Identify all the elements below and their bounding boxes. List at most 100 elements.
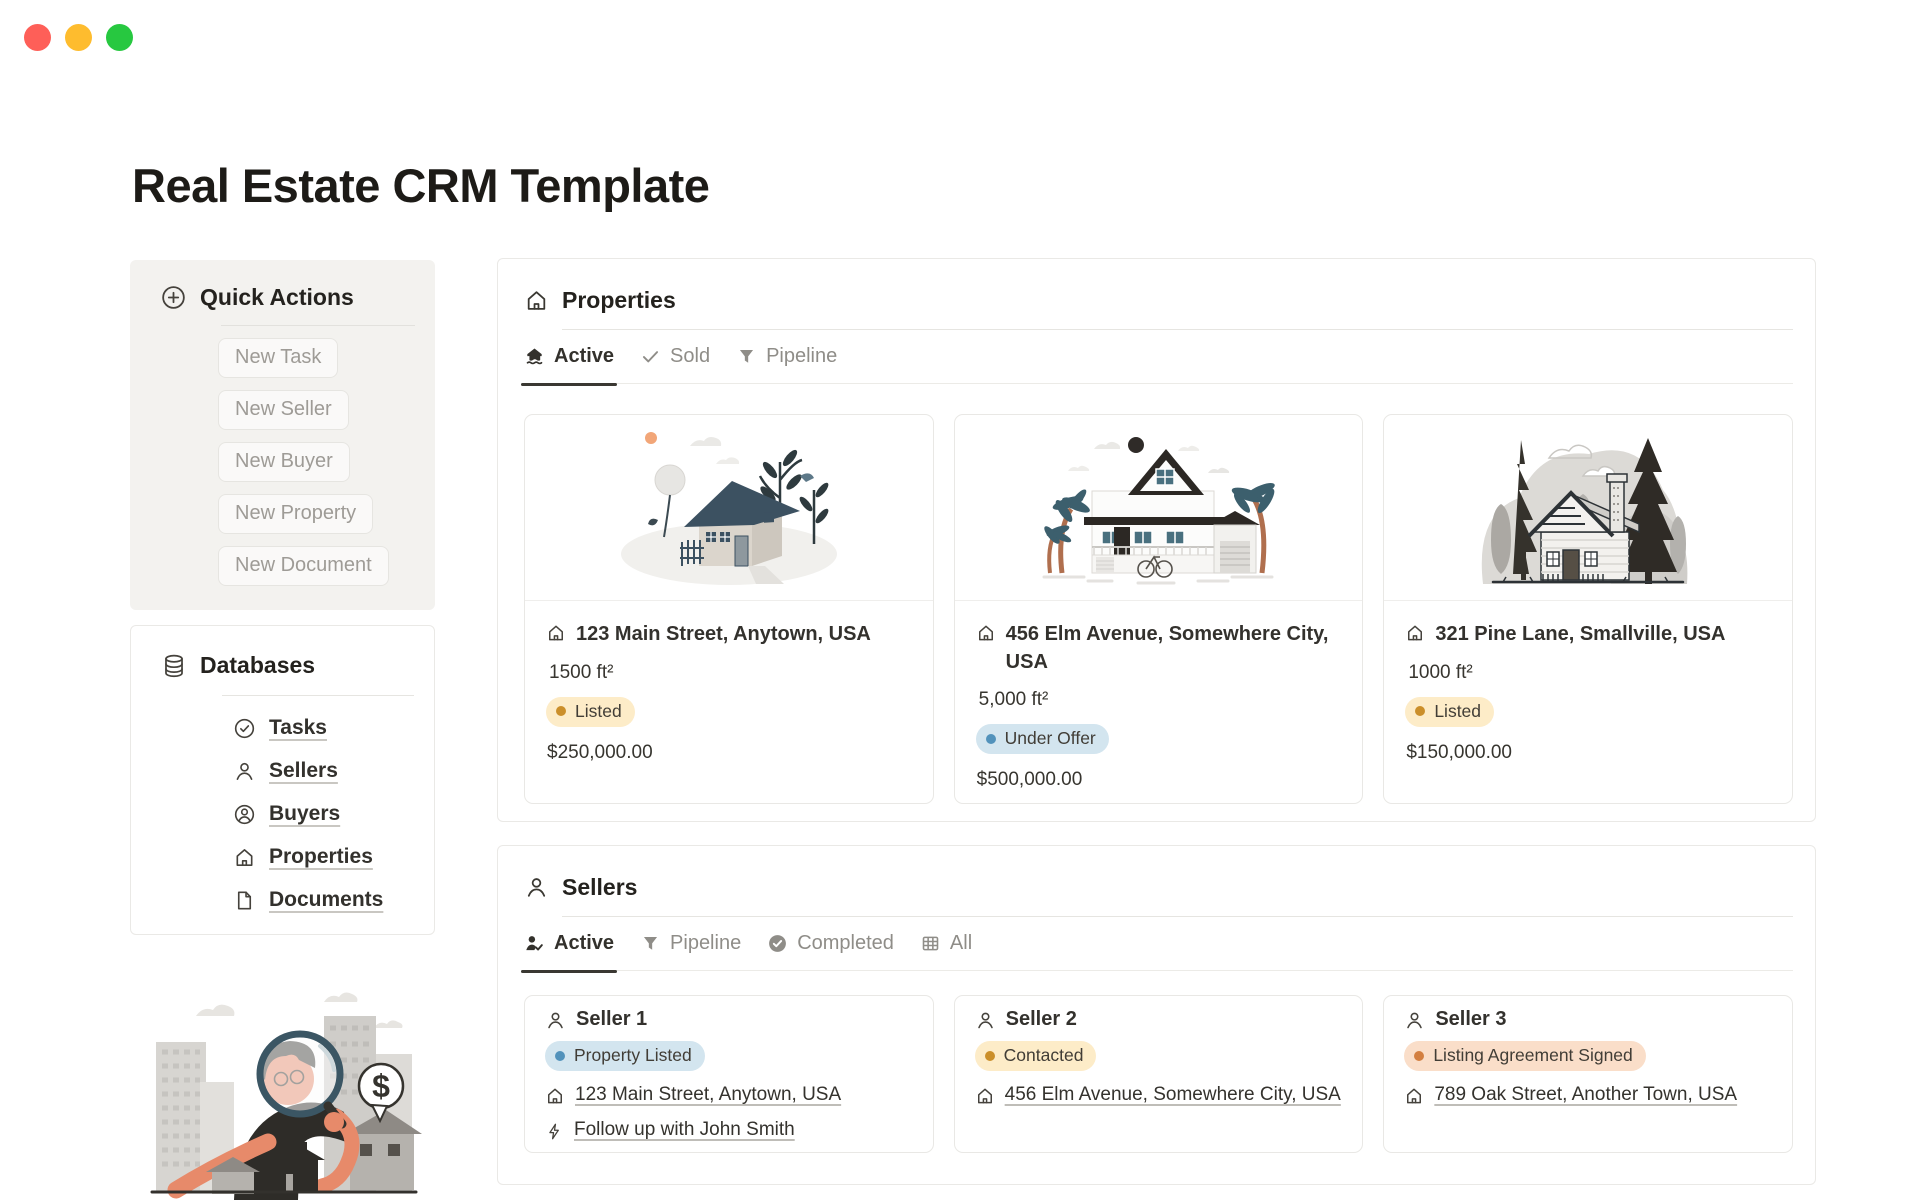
tab-sellers-active[interactable]: Active bbox=[520, 932, 618, 973]
status-dot bbox=[984, 1050, 995, 1061]
person-icon bbox=[236, 762, 253, 780]
status-dot bbox=[556, 706, 566, 717]
house-icon bbox=[1407, 1088, 1422, 1104]
new-property-button[interactable]: New Property bbox=[218, 494, 374, 534]
sidebar-item-label: Documents bbox=[269, 888, 384, 911]
seller-card-3[interactable]: Seller 3 Listing Agreement Signed 789 Oa… bbox=[1383, 995, 1793, 1153]
sidebar-item-label: Sellers bbox=[269, 759, 338, 782]
tab-properties-sold[interactable]: Sold bbox=[640, 345, 710, 368]
property-address: 321 Pine Lane, Smallville, USA bbox=[1435, 623, 1726, 645]
databases-title: Databases bbox=[200, 652, 316, 678]
seller-card-2[interactable]: Seller 2 Contacted 456 Elm Avenue, Somew… bbox=[953, 995, 1364, 1153]
house-icon bbox=[977, 1088, 992, 1104]
plus-circle-icon bbox=[162, 286, 185, 309]
tab-sellers-pipeline[interactable]: Pipeline bbox=[640, 932, 741, 955]
sidebar-item-label: Properties bbox=[269, 845, 373, 868]
person-icon bbox=[548, 1012, 563, 1029]
properties-title: Properties bbox=[562, 287, 676, 313]
tab-sellers-completed[interactable]: Completed bbox=[767, 932, 894, 955]
person-icon bbox=[1407, 1012, 1423, 1029]
property-size: 5,000 ft² bbox=[978, 689, 1049, 711]
status-badge: Listed bbox=[1405, 696, 1495, 727]
person-check-icon bbox=[526, 936, 543, 951]
person-icon bbox=[527, 878, 546, 897]
status-dot bbox=[1415, 706, 1426, 717]
status-badge: Listed bbox=[546, 696, 635, 727]
agent-search-illustration: $ bbox=[150, 992, 422, 1200]
funnel-icon bbox=[740, 349, 754, 363]
divider bbox=[562, 329, 1793, 330]
sidebar-item-sellers[interactable]: Sellers bbox=[233, 759, 414, 783]
property-card-1[interactable]: 123 Main Street, Anytown, USA 1500 ft² L… bbox=[524, 414, 934, 804]
status-dot bbox=[1414, 1050, 1425, 1061]
svg-text:$: $ bbox=[372, 1068, 390, 1104]
divider bbox=[221, 325, 415, 326]
tab-label: Active bbox=[554, 932, 615, 954]
properties-header: Properties bbox=[524, 287, 1793, 314]
seller-card-1[interactable]: Seller 1 Property Listed 123 Main Street… bbox=[524, 995, 934, 1153]
property-address: 456 Elm Avenue, Somewhere City, USA bbox=[1005, 623, 1329, 673]
properties-tabs: Active Sold Pipeline bbox=[520, 345, 1793, 386]
close-button[interactable] bbox=[24, 24, 51, 51]
new-seller-button[interactable]: New Seller bbox=[218, 390, 349, 430]
tab-properties-active[interactable]: Active bbox=[520, 345, 618, 386]
beach-house-illustration bbox=[954, 415, 1363, 601]
new-document-button[interactable]: New Document bbox=[218, 546, 389, 586]
house-icon bbox=[978, 625, 993, 641]
sidebar-item-buyers[interactable]: Buyers bbox=[233, 802, 414, 826]
tab-sellers-all[interactable]: All bbox=[920, 932, 972, 955]
seller-property-link[interactable]: 123 Main Street, Anytown, USA bbox=[545, 1084, 913, 1106]
house-flood-icon bbox=[526, 348, 543, 365]
property-card-3[interactable]: 321 Pine Lane, Smallville, USA 1000 ft² … bbox=[1383, 414, 1793, 804]
sidebar-item-label: Tasks bbox=[269, 716, 327, 739]
property-size: 1500 ft² bbox=[549, 661, 614, 683]
property-card-2[interactable]: 456 Elm Avenue, Somewhere City, USA 5,00… bbox=[953, 414, 1364, 804]
seller-property-link[interactable]: 456 Elm Avenue, Somewhere City, USA bbox=[975, 1084, 1343, 1106]
sellers-header: Sellers bbox=[524, 874, 1793, 901]
house-icon bbox=[1408, 625, 1423, 641]
check-circle-icon bbox=[234, 718, 255, 738]
property-address: 123 Main Street, Anytown, USA bbox=[576, 623, 871, 645]
sellers-title: Sellers bbox=[562, 874, 638, 900]
sidebar-item-tasks[interactable]: Tasks bbox=[233, 716, 414, 740]
databases-panel: Databases Tasks Sellers Buyers Propertie… bbox=[130, 625, 435, 935]
quick-actions-title: Quick Actions bbox=[200, 284, 354, 310]
house-icon bbox=[527, 291, 546, 310]
person-icon bbox=[977, 1012, 993, 1029]
house-icon bbox=[549, 625, 563, 641]
new-task-button[interactable]: New Task bbox=[218, 338, 339, 378]
funnel-icon bbox=[643, 936, 658, 950]
status-badge: Under Offer bbox=[975, 724, 1109, 755]
tab-label: Pipeline bbox=[766, 345, 838, 367]
zoom-button[interactable] bbox=[106, 24, 133, 51]
minimize-button[interactable] bbox=[65, 24, 92, 51]
properties-section: Properties Active Sold Pipeline bbox=[497, 258, 1816, 822]
tab-properties-pipeline[interactable]: Pipeline bbox=[736, 345, 837, 368]
property-price: $150,000.00 bbox=[1406, 741, 1512, 763]
status-badge: Contacted bbox=[974, 1041, 1097, 1071]
quick-actions-panel: Quick Actions New Task New Seller New Bu… bbox=[130, 260, 435, 610]
house-icon bbox=[548, 1088, 562, 1104]
status-dot bbox=[985, 733, 996, 744]
check-circle-filled-icon bbox=[769, 935, 787, 952]
new-buyer-button[interactable]: New Buyer bbox=[218, 442, 350, 482]
person-circle-icon bbox=[234, 804, 255, 824]
window-controls bbox=[24, 24, 133, 51]
divider bbox=[222, 695, 414, 696]
page-title: Real Estate CRM Template bbox=[132, 159, 710, 212]
seller-name: Seller 2 bbox=[1005, 1008, 1077, 1030]
seller-property-link[interactable]: 789 Oak Street, Another Town, USA bbox=[1404, 1084, 1772, 1106]
seller-name: Seller 3 bbox=[1435, 1008, 1507, 1030]
document-icon bbox=[237, 891, 252, 909]
sidebar-item-properties[interactable]: Properties bbox=[233, 845, 414, 869]
status-dot bbox=[555, 1050, 565, 1061]
database-icon bbox=[165, 654, 183, 677]
seller-task-link[interactable]: Follow up with John Smith bbox=[545, 1119, 913, 1141]
cottage-house-illustration bbox=[525, 415, 933, 601]
tab-label: Sold bbox=[670, 345, 711, 367]
property-price: $250,000.00 bbox=[547, 741, 653, 763]
tab-label: Pipeline bbox=[670, 932, 742, 954]
databases-header: Databases bbox=[161, 652, 414, 679]
sidebar-item-documents[interactable]: Documents bbox=[233, 888, 414, 912]
